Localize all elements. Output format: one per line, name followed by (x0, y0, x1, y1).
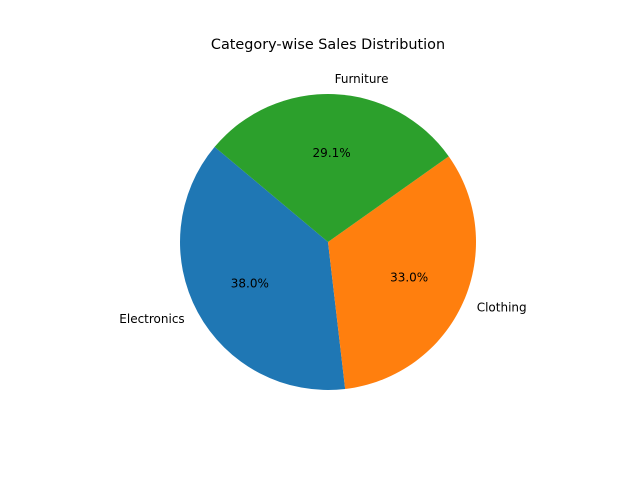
slice-label-electronics: Electronics (119, 312, 184, 326)
pie-slice-clothing (328, 156, 476, 389)
pie-slices (180, 94, 476, 390)
slice-percent-clothing: 33.0% (390, 271, 428, 285)
pie-labels: Electronics 38.0% Clothing 33.0% Furniture 29… (119, 72, 526, 326)
slice-label-furniture: Furniture (335, 72, 389, 86)
pie-slice-electronics (180, 146, 346, 390)
pie-slice-furniture (214, 94, 449, 242)
slice-percent-electronics: 38.0% (231, 277, 269, 291)
slice-percent-furniture: 29.1% (313, 146, 351, 160)
slice-label-clothing: Clothing (477, 301, 527, 315)
chart-title: Category-wise Sales Distribution (211, 37, 445, 53)
